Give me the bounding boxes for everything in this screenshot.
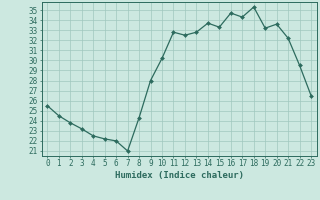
X-axis label: Humidex (Indice chaleur): Humidex (Indice chaleur) bbox=[115, 171, 244, 180]
